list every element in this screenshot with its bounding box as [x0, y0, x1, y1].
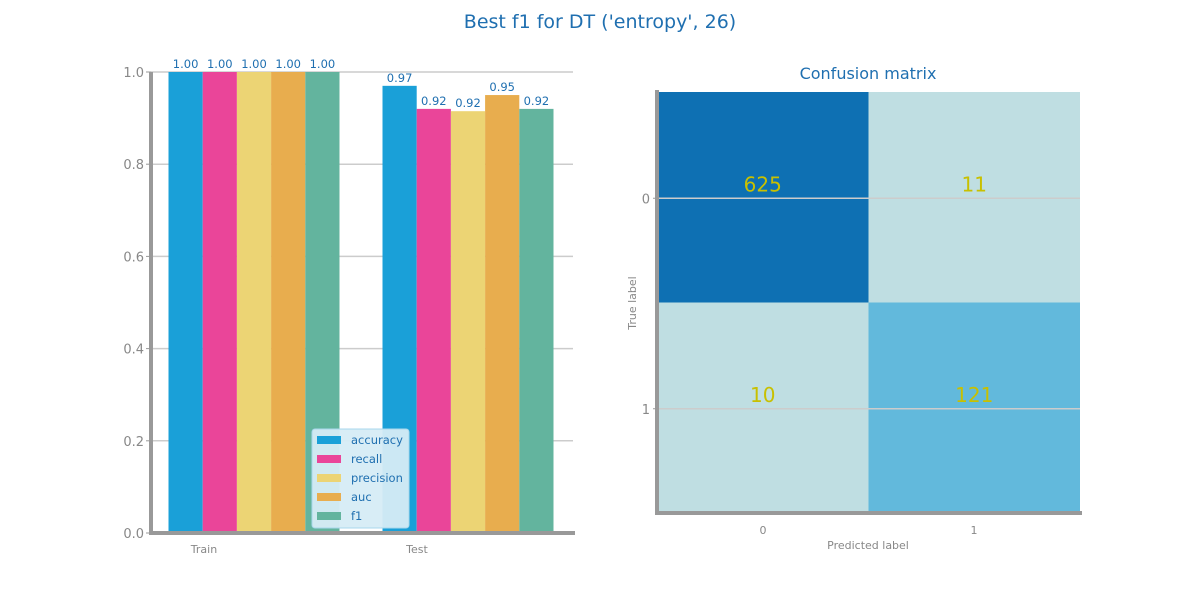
- legend-swatch-auc: [317, 493, 341, 501]
- cm-cell-label: 10: [750, 383, 775, 407]
- bar-value-label: 1.00: [310, 57, 336, 71]
- legend-swatch-f1: [317, 512, 341, 520]
- cm-gridlines: [657, 197, 1080, 410]
- legend-label-recall: recall: [351, 452, 382, 466]
- cm-cell-labels: 625 11 10 121: [744, 172, 994, 407]
- y-tick-label: 1.0: [123, 66, 144, 81]
- cm-y-tick-label: 1: [642, 403, 650, 418]
- cm-cell-label: 625: [744, 172, 782, 196]
- y-tick-label: 0.6: [123, 250, 144, 265]
- cm-cell-1-1: [868, 302, 1080, 513]
- bar-f1-test: [519, 108, 554, 533]
- cm-cell-0-1: [868, 92, 1080, 303]
- cm-cell-label: 11: [962, 172, 987, 196]
- bar-y-ticks: 0.0 0.2 0.4 0.6 0.8 1.0: [123, 66, 151, 542]
- y-tick-label: 0.8: [123, 158, 144, 173]
- bar-auc-test: [485, 95, 520, 534]
- cm-y-tick-label: 0: [642, 192, 650, 207]
- legend-box: [311, 428, 410, 529]
- cm-title: Confusion matrix: [800, 64, 937, 83]
- bar-value-labels: 1.00 1.00 1.00 1.00 1.00 0.97 0.92 0.92 0.95 0.92: [173, 57, 549, 110]
- cm-x-tick-label: 1: [971, 524, 978, 537]
- bar-value-label: 0.95: [489, 80, 515, 94]
- legend-swatch-precision: [317, 474, 341, 482]
- cm-ticks: 010 1: [642, 192, 978, 537]
- bar-value-label: 1.00: [207, 57, 233, 71]
- bar-value-label: 0.92: [455, 96, 481, 110]
- bar-chart: 1.00 1.00 1.00 1.00 1.00 0.97 0.92 0.92 0.95 0.92…: [123, 57, 575, 556]
- bar-marks: [168, 72, 554, 534]
- bar-value-label: 1.00: [241, 57, 267, 71]
- legend-label-f1: f1: [351, 509, 362, 523]
- bar-value-label: 0.92: [524, 94, 550, 108]
- legend-label-precision: precision: [351, 471, 403, 485]
- bar-axes: [149, 72, 575, 535]
- cm-y-axis-label: True label: [626, 276, 639, 330]
- y-tick-label: 0.0: [123, 527, 144, 542]
- y-tick-label: 0.2: [123, 435, 144, 450]
- cm-cell-0-0: [657, 92, 869, 303]
- legend-swatch-accuracy: [317, 436, 341, 444]
- figure-title: Best f1 for DT ('entropy', 26): [464, 11, 736, 33]
- legend: accuracy recall precision auc f1: [311, 428, 410, 529]
- bar-recall-train: [202, 72, 237, 533]
- bar-precision-test: [450, 111, 486, 533]
- x-tick-label: Test: [405, 543, 428, 556]
- bar-value-label: 1.00: [275, 57, 301, 71]
- x-tick-label: Train: [190, 543, 217, 556]
- bar-auc-train: [271, 72, 306, 533]
- legend-swatch-recall: [317, 455, 341, 463]
- bar-x-ticks: Train Test: [190, 543, 429, 556]
- cm-axes: [655, 90, 1082, 515]
- legend-label-accuracy: accuracy: [351, 433, 403, 447]
- cm-cells: [657, 92, 1080, 513]
- y-tick-label: 0.4: [123, 343, 144, 358]
- bar-value-label: 0.92: [421, 94, 447, 108]
- cm-x-axis-label: Predicted label: [827, 539, 909, 552]
- cm-cell-1-0: [657, 302, 869, 513]
- legend-label-auc: auc: [351, 490, 372, 504]
- bar-precision-train: [236, 72, 272, 533]
- cm-x-tick-label: 0: [760, 524, 767, 537]
- bar-value-label: 0.97: [387, 71, 413, 85]
- bar-value-label: 1.00: [173, 57, 199, 71]
- bar-accuracy-train: [168, 72, 203, 533]
- bar-recall-test: [416, 108, 451, 533]
- cm-cell-label: 121: [955, 383, 993, 407]
